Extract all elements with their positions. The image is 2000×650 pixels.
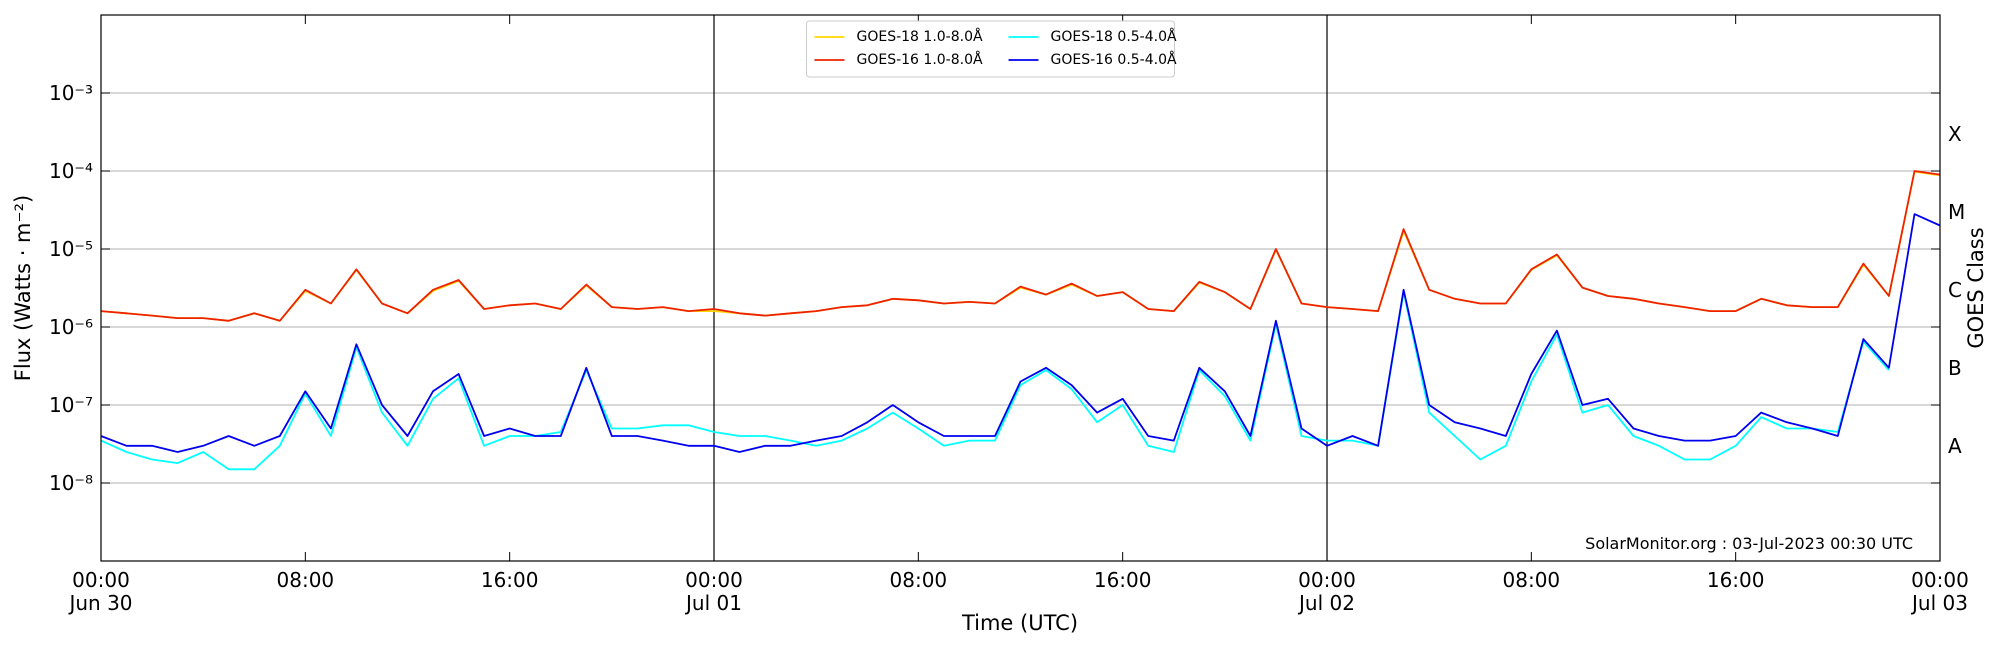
y2-tick-label: X [1948, 122, 1962, 146]
legend-label: GOES-18 1.0-8.0Å [857, 28, 983, 45]
y-axis-label: Flux (Watts · m⁻²) [11, 195, 35, 381]
legend-label: GOES-16 1.0-8.0Å [857, 51, 983, 68]
y-tick-label: 10⁻⁵ [49, 237, 93, 261]
y2-tick-label: B [1948, 356, 1962, 380]
y2-tick-label: A [1948, 434, 1962, 458]
y-tick-label: 10⁻⁴ [49, 159, 93, 183]
x-tick-label: 08:00 [277, 568, 335, 592]
x-tick-label: 16:00 [481, 568, 539, 592]
x-tick-label: 08:00 [890, 568, 948, 592]
x-tick-label: 16:00 [1707, 568, 1765, 592]
y2-tick-label: C [1948, 278, 1962, 302]
series-line [100, 170, 1941, 322]
plot-frame [100, 14, 1941, 562]
y2-tick-label: M [1948, 200, 1965, 224]
series-line [100, 291, 1890, 471]
legend-label: GOES-16 0.5-4.0Å [1051, 51, 1177, 68]
legend-label: GOES-18 0.5-4.0Å [1051, 28, 1177, 45]
y2-axis-label: GOES Class [1964, 227, 1988, 348]
x-tick-label: 00:00 Jul 02 [1297, 568, 1356, 615]
series-line [100, 213, 1941, 453]
annotation: SolarMonitor.org : 03-Jul-2023 00:30 UTC [1585, 534, 1913, 553]
y-tick-label: 10⁻⁷ [49, 393, 93, 417]
y-tick-label: 10⁻⁸ [49, 471, 93, 495]
x-tick-label: 16:00 [1094, 568, 1152, 592]
y-tick-label: 10⁻³ [49, 81, 93, 105]
x-tick-label: 08:00 [1503, 568, 1561, 592]
x-tick-label: 00:00 Jul 01 [684, 568, 743, 615]
x-axis-label: Time (UTC) [961, 611, 1078, 635]
x-tick-label: 00:00 Jul 03 [1910, 568, 1969, 615]
legend-box [806, 20, 1175, 78]
x-tick-label: 00:00 Jun 30 [67, 568, 132, 615]
y-tick-label: 10⁻⁶ [49, 315, 93, 339]
